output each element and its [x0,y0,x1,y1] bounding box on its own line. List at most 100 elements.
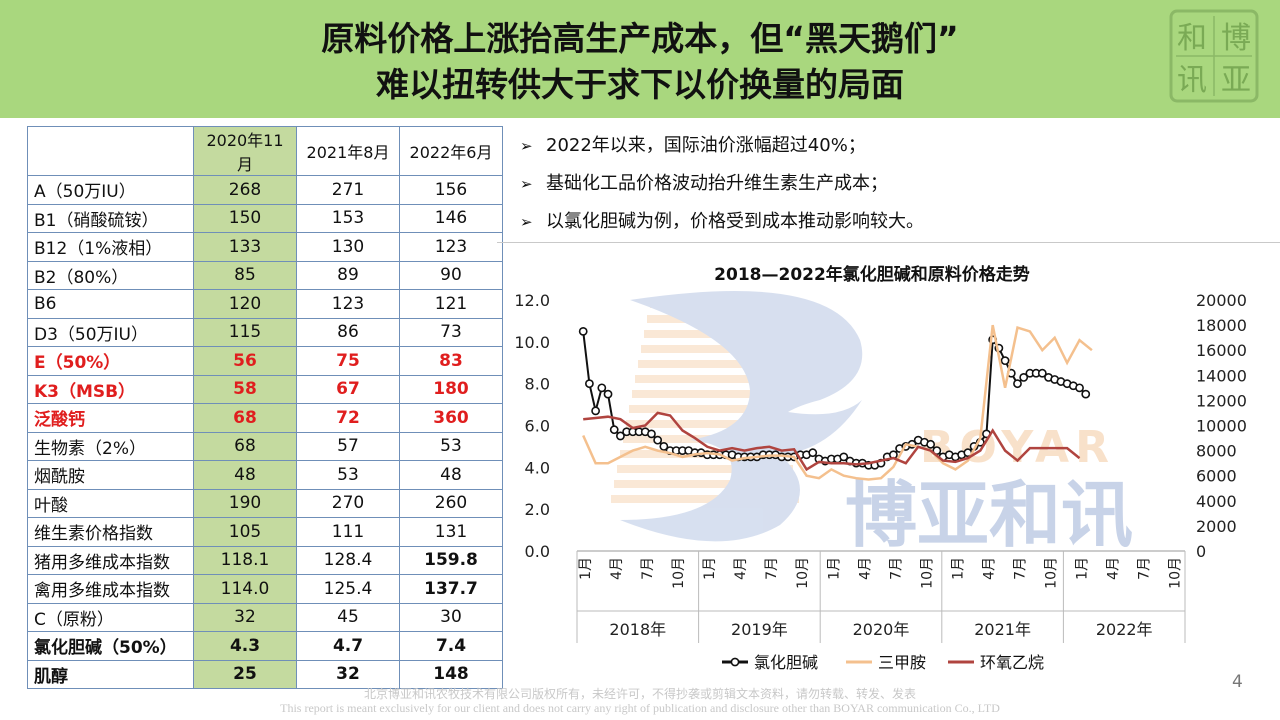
price-cell: 68 [193,403,297,433]
brand-watermark: BOYAR 博亚和讯 [611,291,1133,557]
x-month-label: 1月 [826,557,842,580]
price-cell: 114.0 [193,574,297,604]
price-cell: 7.4 [399,631,503,661]
y-right-tick-label: 20000 [1196,291,1247,310]
row-label: 猪用多维成本指数 [27,545,194,575]
column-header: 2021年8月 [296,126,400,176]
legend-label: 氯化胆碱 [754,653,818,672]
watermark-bird-shape [620,291,863,542]
table-row: 生物素（2%） 68 57 53 [27,431,503,461]
x-month-label: 4月 [857,557,873,580]
row-label: 叶酸 [27,488,194,518]
seal-char-2: 博 [1221,21,1251,56]
title-banner: 原料价格上涨抬高生产成本，但“黑天鹅们” 难以扭转供大于求下以价换量的局面 和 … [0,0,1280,118]
legend-marker [730,657,740,667]
table-row: 肌醇 25 32 148 [27,659,503,689]
data-point [653,435,663,445]
row-label: K3（MSB） [27,374,194,404]
price-cell: 58 [193,374,297,404]
x-month-label: 10月 [1167,557,1183,589]
y-right-tick-label: 16000 [1196,341,1247,360]
table-row: E（50%） 56 75 83 [27,346,503,376]
slide-title: 原料价格上涨抬高生产成本，但“黑天鹅们” 难以扭转供大于求下以价换量的局面 [130,16,1150,108]
copyright-notice-zh: 北京博亚和讯农牧技术有限公司版权所有，未经许可，不得抄袭或剪辑文本资料，请勿转载… [363,687,916,701]
price-cell: 137.7 [399,574,503,604]
series-line-1 [582,324,1093,481]
price-cell: 67 [296,374,400,404]
price-cell: 68 [193,431,297,461]
row-label: 烟酰胺 [27,460,194,490]
row-label: 肌醇 [27,659,194,689]
price-trend-chart: BOYAR 博亚和讯 2018—2022年氯化胆碱和原料价格走势 0.0 2.0 4… [514,264,1247,672]
table-corner-cell [27,126,194,176]
x-year-label: 2022年 [1096,620,1153,639]
price-cell: 48 [399,460,503,490]
y-right-tick-label: 4000 [1196,492,1237,511]
watermark-brand-zh: 博亚和讯 [845,473,1133,557]
row-label: B2（80%） [27,260,194,290]
chart-title: 2018—2022年氯化胆碱和原料价格走势 [714,264,1030,285]
y-right-tick-label: 18000 [1196,316,1247,335]
x-month-label: 10月 [795,557,811,589]
x-year-label: 2019年 [731,620,788,639]
table-row: 氯化胆碱（50%） 4.3 4.7 7.4 [27,631,503,661]
data-point [597,383,607,393]
data-point [1000,356,1010,366]
x-month-label: 1月 [702,557,718,580]
price-cell: 32 [296,659,400,689]
table-header-row: 2020年11月 2021年8月 2022年6月 [27,126,503,176]
table-row: 烟酰胺 48 53 48 [27,460,503,490]
x-month-label: 7月 [640,557,656,580]
bullet-text: 以氯化胆碱为例，价格受到成本推动影响较大。 [546,211,924,232]
price-cell: 89 [296,260,400,290]
title-line-2: 难以扭转供大于求下以价换量的局面 [376,65,904,104]
price-cell: 30 [399,602,503,632]
data-point [839,452,849,462]
data-point [578,326,588,336]
bullet-text: 基础化工品价格波动抬升维生素生产成本； [546,173,888,194]
data-point [1037,368,1047,378]
page-number: 4 [1232,672,1243,692]
price-cell: 53 [296,460,400,490]
price-cell: 45 [296,602,400,632]
y-left-tick-label: 6.0 [525,417,550,436]
x-month-label: 1月 [578,557,594,580]
legend-label: 三甲胺 [878,653,926,672]
y-left-tick-label: 4.0 [525,458,550,477]
price-cell: 360 [399,403,503,433]
arrow-bullet-icon: ➢ [520,137,533,155]
x-month-label: 4月 [733,557,749,580]
row-label: 生物素（2%） [27,431,194,461]
price-cell: 123 [399,232,503,262]
x-month-label: 7月 [764,557,780,580]
price-cell: 131 [399,517,503,547]
x-year-label: 2020年 [853,620,910,639]
watermark-stripe [626,420,784,428]
vitamin-price-table: 2020年11月 2021年8月 2022年6月 A（50万IU） 268 271 1… [27,126,503,689]
x-month-label: 7月 [1012,557,1028,580]
data-point [591,406,601,416]
bullet-item: ➢ 2022年以来，国际油价涨幅超过40%； [520,128,1260,166]
table-row: B2（80%） 85 89 90 [27,260,503,290]
price-cell: 56 [193,346,297,376]
price-cell: 90 [399,260,503,290]
data-point [1081,389,1091,399]
x-month-label: 4月 [981,557,997,580]
watermark-stripe [614,480,796,488]
x-month-label: 7月 [888,557,904,580]
table-row: B6 120 123 121 [27,289,503,319]
brand-seal-logo: 和 博 讯 亚 [1169,9,1259,103]
data-point [1019,372,1029,382]
row-label: B12（1%液相） [27,232,194,262]
chart-axes: 0.0 2.0 4.0 6.0 8.0 10.0 12.0 0 2000 4000 6000 8000… [514,291,1247,643]
data-point [926,439,936,449]
table-row: B12（1%液相） 133 130 123 [27,232,503,262]
table-row: 禽用多维成本指数 114.0 125.4 137.7 [27,574,503,604]
bullet-item: ➢ 以氯化胆碱为例，价格受到成本推动影响较大。 [520,204,1260,242]
y-right-tick-label: 2000 [1196,517,1237,536]
price-cell: 133 [193,232,297,262]
x-month-label: 10月 [671,557,687,589]
arrow-bullet-icon: ➢ [520,175,533,193]
table-row: K3（MSB） 58 67 180 [27,374,503,404]
chart-legend: 氯化胆碱 三甲胺 环氧乙烷 [722,653,1044,672]
